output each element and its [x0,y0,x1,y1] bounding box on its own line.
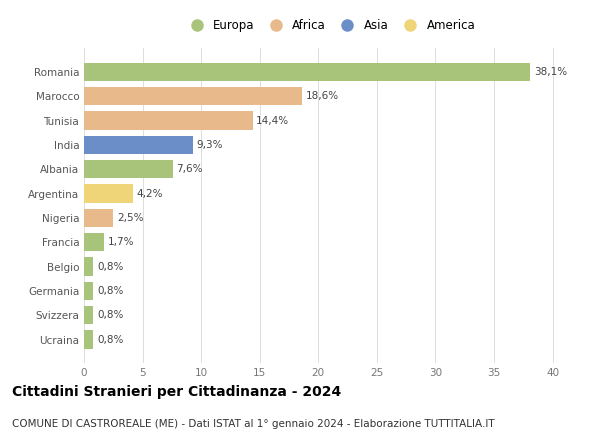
Text: 14,4%: 14,4% [256,116,289,125]
Bar [84,111,253,130]
Legend: Europa, Africa, Asia, America: Europa, Africa, Asia, America [182,17,478,34]
Bar [84,233,104,251]
Bar [84,87,302,105]
Text: 0,8%: 0,8% [97,334,123,345]
Bar [84,184,133,203]
Bar [84,136,193,154]
Text: 4,2%: 4,2% [137,188,163,198]
Text: 2,5%: 2,5% [117,213,143,223]
Bar [84,306,94,324]
Text: 18,6%: 18,6% [305,91,338,101]
Bar [84,63,530,81]
Text: 0,8%: 0,8% [97,310,123,320]
Text: 0,8%: 0,8% [97,261,123,271]
Bar [84,209,113,227]
Bar [84,282,94,300]
Text: 1,7%: 1,7% [107,237,134,247]
Text: COMUNE DI CASTROREALE (ME) - Dati ISTAT al 1° gennaio 2024 - Elaborazione TUTTIT: COMUNE DI CASTROREALE (ME) - Dati ISTAT … [12,419,494,429]
Text: 7,6%: 7,6% [176,164,203,174]
Bar [84,160,173,178]
Bar [84,257,94,276]
Text: 0,8%: 0,8% [97,286,123,296]
Bar [84,330,94,348]
Text: 9,3%: 9,3% [196,140,223,150]
Text: Cittadini Stranieri per Cittadinanza - 2024: Cittadini Stranieri per Cittadinanza - 2… [12,385,341,399]
Text: 38,1%: 38,1% [534,67,567,77]
